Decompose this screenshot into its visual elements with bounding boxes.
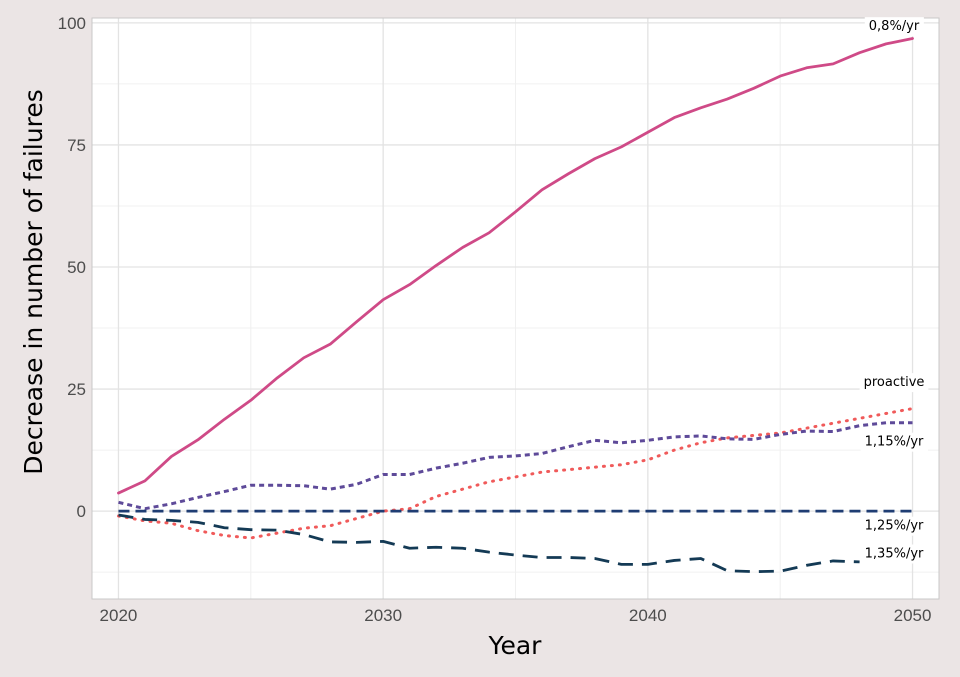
plot-border [91,17,940,600]
series-layer [116,37,915,574]
series-label-1: proactive [864,375,925,390]
y-tick-label: 100 [58,14,86,33]
series-line-2 [118,421,913,511]
series-label-4: 1,35%/yr [865,547,924,562]
series-label-bg [860,544,929,564]
x-axis-title: Year [488,631,543,660]
series-label-2: 1,15%/yr [865,435,924,450]
series-label-bg [859,373,929,393]
y-tick-label: 50 [67,258,86,277]
series-label-bg [864,17,924,37]
x-tick-label: 2050 [894,606,932,625]
x-tick-label: 2040 [629,606,667,625]
series-line-4 [118,513,860,574]
y-axis-title: Decrease in number of failures [19,89,48,474]
series-label-bg [860,516,929,536]
y-tick-label: 25 [67,380,86,399]
tick-labels: 2020 2030 2040 2050 0 25 50 75 100 [58,14,932,625]
series-line-1 [116,407,915,540]
series-label-3: 1,25%/yr [865,519,924,534]
series-label-0: 0,8%/yr [869,19,920,34]
grid [91,17,940,600]
y-tick-label: 75 [67,136,86,155]
x-tick-label: 2030 [364,606,402,625]
series-labels: 0,8%/yr proactive 1,15%/yr 1,25%/yr 1,35%/yr [859,17,929,564]
x-tick-label: 2020 [100,606,138,625]
y-tick-label: 0 [77,502,86,521]
series-label-bg [860,432,929,452]
series-line-0 [117,37,914,495]
